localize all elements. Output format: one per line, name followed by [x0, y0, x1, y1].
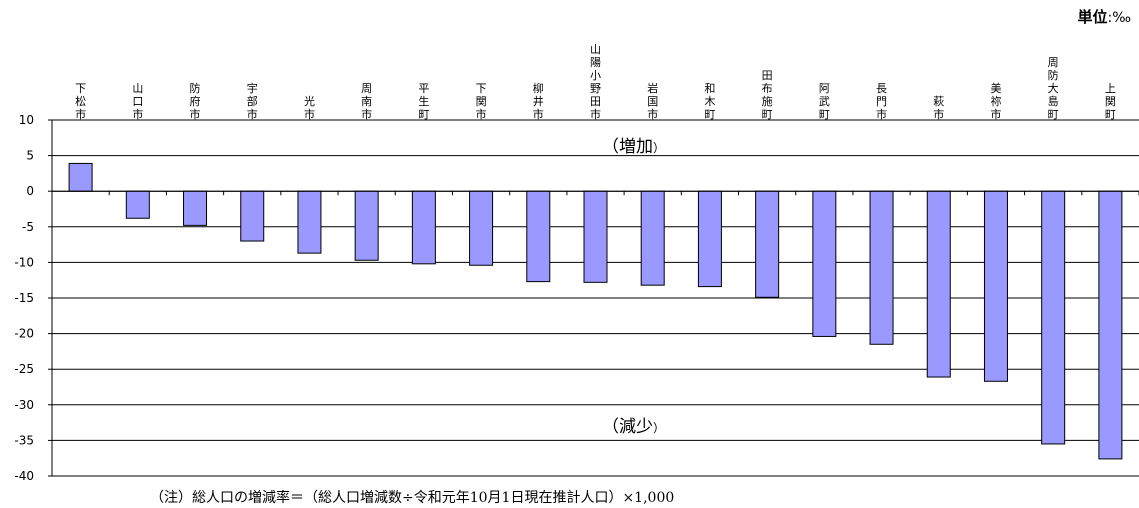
category-label: 宇部市 [247, 82, 258, 121]
category-label: 平生町 [418, 82, 429, 121]
category-label: 周南市 [361, 82, 372, 121]
category-label: 長門市 [876, 82, 887, 121]
y-tick-label: -5 [22, 220, 34, 234]
gridlines [52, 119, 1139, 477]
unit-label-text: 単位 [1077, 8, 1108, 26]
category-label: 上関町 [1105, 82, 1116, 121]
category-label: 柳井市 [533, 81, 544, 121]
bar [240, 190, 265, 242]
category-label: 萩市 [933, 95, 944, 121]
bar [68, 162, 93, 192]
y-tick-label: -15 [14, 291, 34, 305]
annotation-decrease-tail: ） [653, 421, 665, 435]
category-label: 山口市 [132, 82, 143, 121]
category-labels: 下松市 山口市 防府市 宇部市 光市 周南市 平生町 下関市 柳井市 山陽小野田市 岩国市 和木町 田布… [75, 43, 1116, 121]
bar [640, 190, 665, 286]
y-tick-label: 10 [19, 113, 34, 127]
y-tick-label: 5 [26, 149, 34, 163]
bar [297, 190, 322, 254]
bar [583, 190, 608, 283]
bars [68, 162, 1123, 460]
y-tick-label: -20 [14, 327, 34, 341]
annotation-increase-main: （増加 [602, 137, 653, 157]
bar [755, 190, 780, 298]
y-tick-label: -35 [14, 433, 34, 447]
footnote: （注）総人口の増減率＝（総人口増減数÷令和元年10月1日現在推計人口）×1,00… [150, 489, 674, 506]
y-axis-ticks: 10 5 0 -5 -10 -15 -20 -25 -30 -35 -40 [14, 113, 52, 483]
category-label: 下関市 [476, 82, 487, 121]
bar [869, 190, 894, 345]
category-label: 光市 [304, 94, 315, 121]
y-tick-label: 0 [26, 184, 34, 198]
bar [469, 190, 494, 266]
annotation-increase-tail: ） [653, 141, 665, 155]
category-label: 岩国市 [647, 81, 658, 121]
bar [1098, 190, 1123, 460]
category-label: 周防大島町 [1048, 56, 1059, 121]
category-label: 阿武町 [819, 82, 830, 121]
annotation-decrease-main: （減少 [602, 417, 653, 437]
category-label: 山陽小野田市 [590, 43, 601, 121]
annotation-increase: （増加） [602, 137, 665, 157]
category-label: 田布施町 [762, 69, 773, 121]
unit-separator: : [1107, 10, 1113, 26]
bar [812, 190, 837, 337]
bar [926, 190, 951, 378]
y-tick-label: -10 [14, 255, 34, 269]
bar [354, 190, 379, 261]
bar [125, 190, 150, 219]
category-label: 美祢市 [990, 82, 1001, 121]
bar [526, 190, 551, 283]
category-label: 下松市 [75, 82, 86, 121]
bar [1041, 190, 1066, 445]
category-label: 和木町 [704, 82, 715, 121]
y-tick-label: -40 [14, 469, 34, 483]
category-label: 防府市 [190, 81, 201, 121]
bar [183, 190, 208, 226]
bar [697, 190, 722, 288]
unit-symbol: ‰ [1112, 10, 1131, 26]
bar [411, 190, 436, 265]
unit-label: 単位:‰ [1077, 6, 1131, 27]
y-tick-label: -25 [14, 362, 34, 376]
y-tick-label: -30 [14, 398, 34, 412]
bar [983, 190, 1008, 382]
annotation-decrease: （減少） [602, 417, 665, 437]
